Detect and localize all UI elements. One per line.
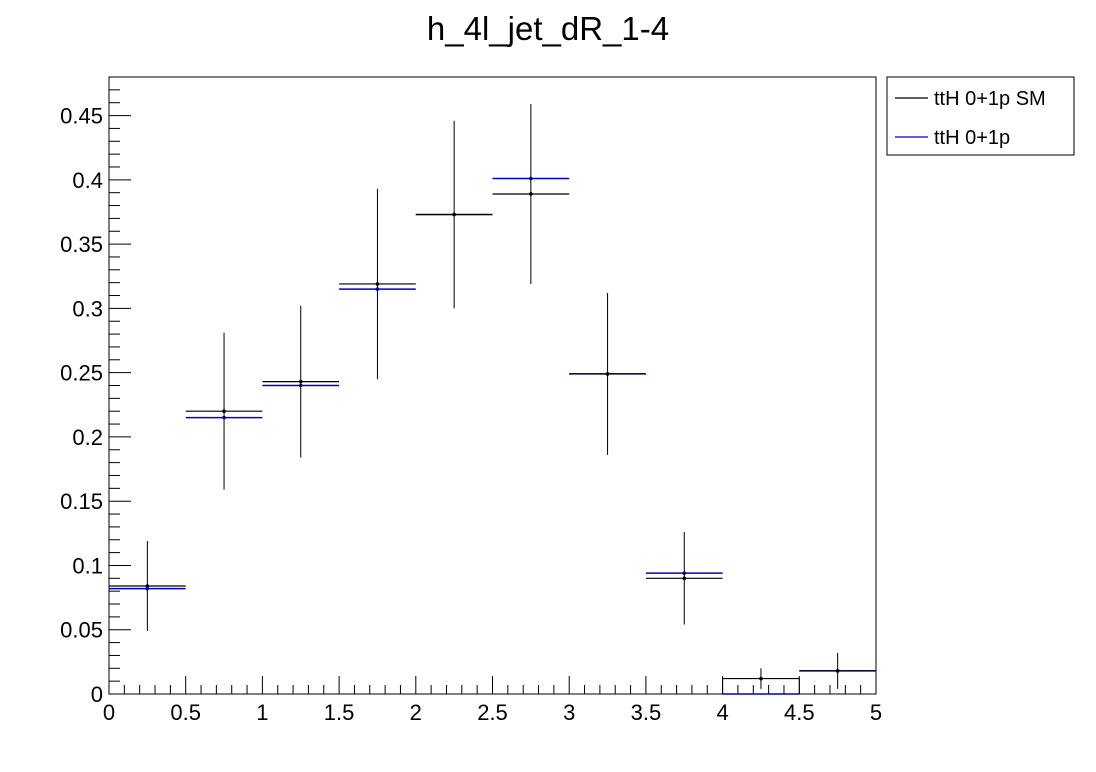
data-point	[529, 192, 533, 196]
y-tick-label: 0.15	[60, 489, 103, 514]
data-point	[759, 676, 763, 681]
y-tick-label: 0.1	[72, 553, 103, 578]
y-tick-label: 0.2	[72, 425, 103, 450]
legend: ttH 0+1p SM ttH 0+1p	[886, 76, 1075, 156]
x-tick-label: 1.5	[324, 700, 355, 725]
y-axis: 0 0.05 0.1 0.15 0.2 0.25 0.3 0.35 0.4 0.45	[60, 76, 131, 707]
x-tick-label: 5	[870, 700, 882, 725]
data-point	[145, 584, 150, 588]
x-tick-label: 3	[563, 700, 575, 725]
x-tick-label: 2	[410, 700, 422, 725]
x-tick-label: 1	[256, 700, 268, 725]
x-tick-label: 0.5	[170, 700, 201, 725]
x-axis: 0 0.5 1 1.5 2 2.5 3 3.5 4 4.5 5	[103, 676, 882, 725]
x-tick-label: 2.5	[477, 700, 508, 725]
data-point	[375, 282, 380, 286]
data-point	[452, 212, 456, 217]
data-point	[835, 669, 840, 673]
x-tick-label: 3.5	[631, 700, 662, 725]
data-point	[222, 409, 226, 414]
legend-box	[886, 76, 1075, 156]
x-tick-label: 4.5	[784, 700, 815, 725]
y-tick-label: 0.25	[60, 361, 103, 386]
legend-label: ttH 0+1p SM	[934, 88, 1046, 110]
series-0	[109, 103, 876, 689]
data-point	[682, 576, 687, 581]
data-point	[298, 379, 303, 384]
y-tick-label: 0.35	[60, 232, 103, 257]
y-tick-label: 0.05	[60, 618, 103, 643]
y-tick-label: 0.4	[72, 168, 103, 193]
x-tick-label: 4	[716, 700, 728, 725]
y-tick-label: 0.3	[72, 296, 103, 321]
y-tick-label: 0.45	[60, 104, 103, 129]
chart-title: h_4l_jet_dR_1-4	[427, 10, 669, 47]
data-point	[605, 372, 610, 376]
x-tick-label: 0	[103, 700, 115, 725]
legend-label: ttH 0+1p	[934, 127, 1010, 149]
series-layer	[109, 103, 876, 695]
y-tick-label: 0	[91, 682, 103, 707]
